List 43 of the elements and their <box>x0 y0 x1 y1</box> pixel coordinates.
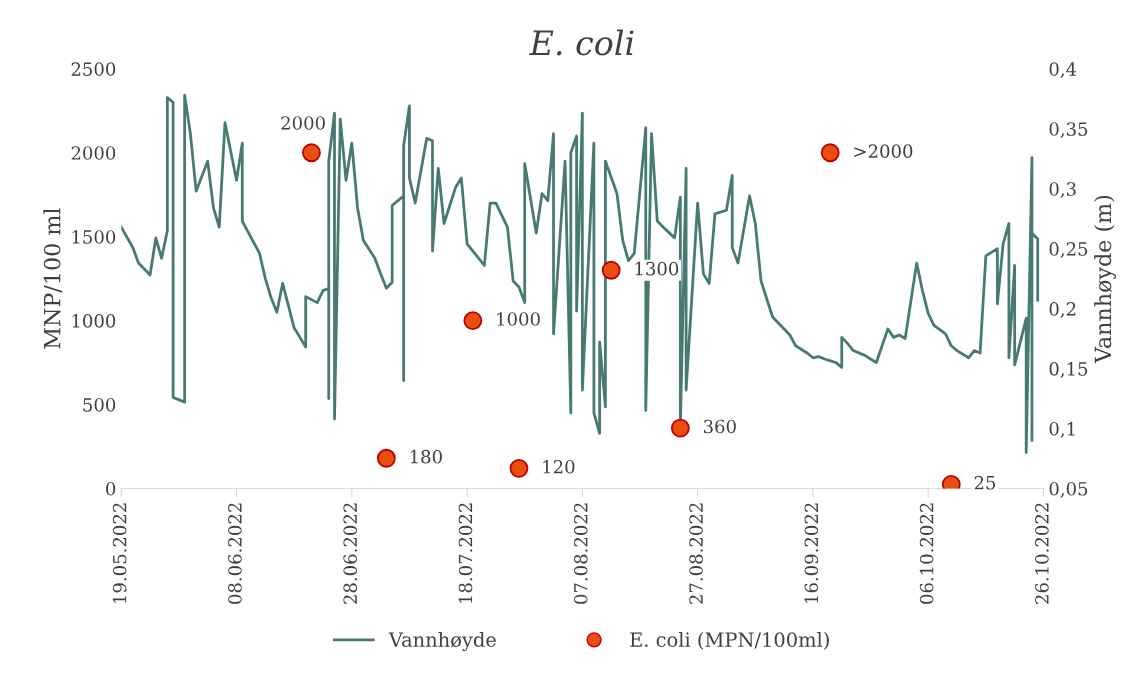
point <box>820 143 840 163</box>
data-label: 360 <box>703 419 736 434</box>
chart-title: E. coli <box>529 29 634 56</box>
point <box>670 418 690 438</box>
y2-tick-label: 0,05 <box>1049 481 1088 498</box>
y2-tick-label: 0,15 <box>1049 362 1088 378</box>
y2-tick-label: 0,1 <box>1049 421 1075 438</box>
x-tick-label: 07.08.2022 <box>573 503 588 604</box>
data-label: 1300 <box>635 261 679 276</box>
x-tick-label: 27.08.2022 <box>689 503 703 604</box>
y-tick-label: 1500 <box>72 230 116 244</box>
y-tick-label: 2000 <box>71 146 116 160</box>
y2-tick-label: 0,3 <box>1049 182 1076 199</box>
data-label: 120 <box>543 459 575 474</box>
data-label: 2000 <box>281 116 325 130</box>
data-label: 1000 <box>497 312 540 326</box>
y2-tick-label: 0,4 <box>1049 62 1077 79</box>
data-label: >2000 <box>854 144 913 158</box>
y-tick-label: 500 <box>83 398 116 412</box>
y-axis-title: MNP/100 ml <box>43 208 63 349</box>
x-tick-label: 18.07.2022 <box>458 503 473 603</box>
legend-label: E. coli (MPN/100ml) <box>630 631 829 650</box>
y2-tick-label: 0,2 <box>1049 302 1076 318</box>
x-tick-label: 28.06.2022 <box>343 503 358 604</box>
y2-axis-title: Vannhøyde (m) <box>1094 195 1116 364</box>
point <box>376 448 396 468</box>
x-tick-label: 06.10.2022 <box>919 503 934 604</box>
y-tick-label: 0 <box>106 481 116 496</box>
x-tick-label: 26.10.2022 <box>1035 503 1049 604</box>
legend-label: Vannhøyde <box>388 631 496 651</box>
y-tick-label: 1000 <box>72 314 116 328</box>
y-tick-label: 2500 <box>71 62 116 76</box>
point <box>509 458 529 478</box>
data-label: 25 <box>974 475 996 490</box>
y2-tick-label: 0,35 <box>1049 122 1088 139</box>
point <box>601 260 621 280</box>
y2-tick-label: 0,25 <box>1049 242 1088 258</box>
x-tick-label: 08.06.2022 <box>228 503 242 604</box>
point <box>302 143 321 163</box>
x-tick-label: 19.05.2022 <box>112 503 127 603</box>
point <box>463 311 483 331</box>
data-label: 180 <box>410 449 442 464</box>
x-tick-label: 16.09.2022 <box>804 503 819 603</box>
